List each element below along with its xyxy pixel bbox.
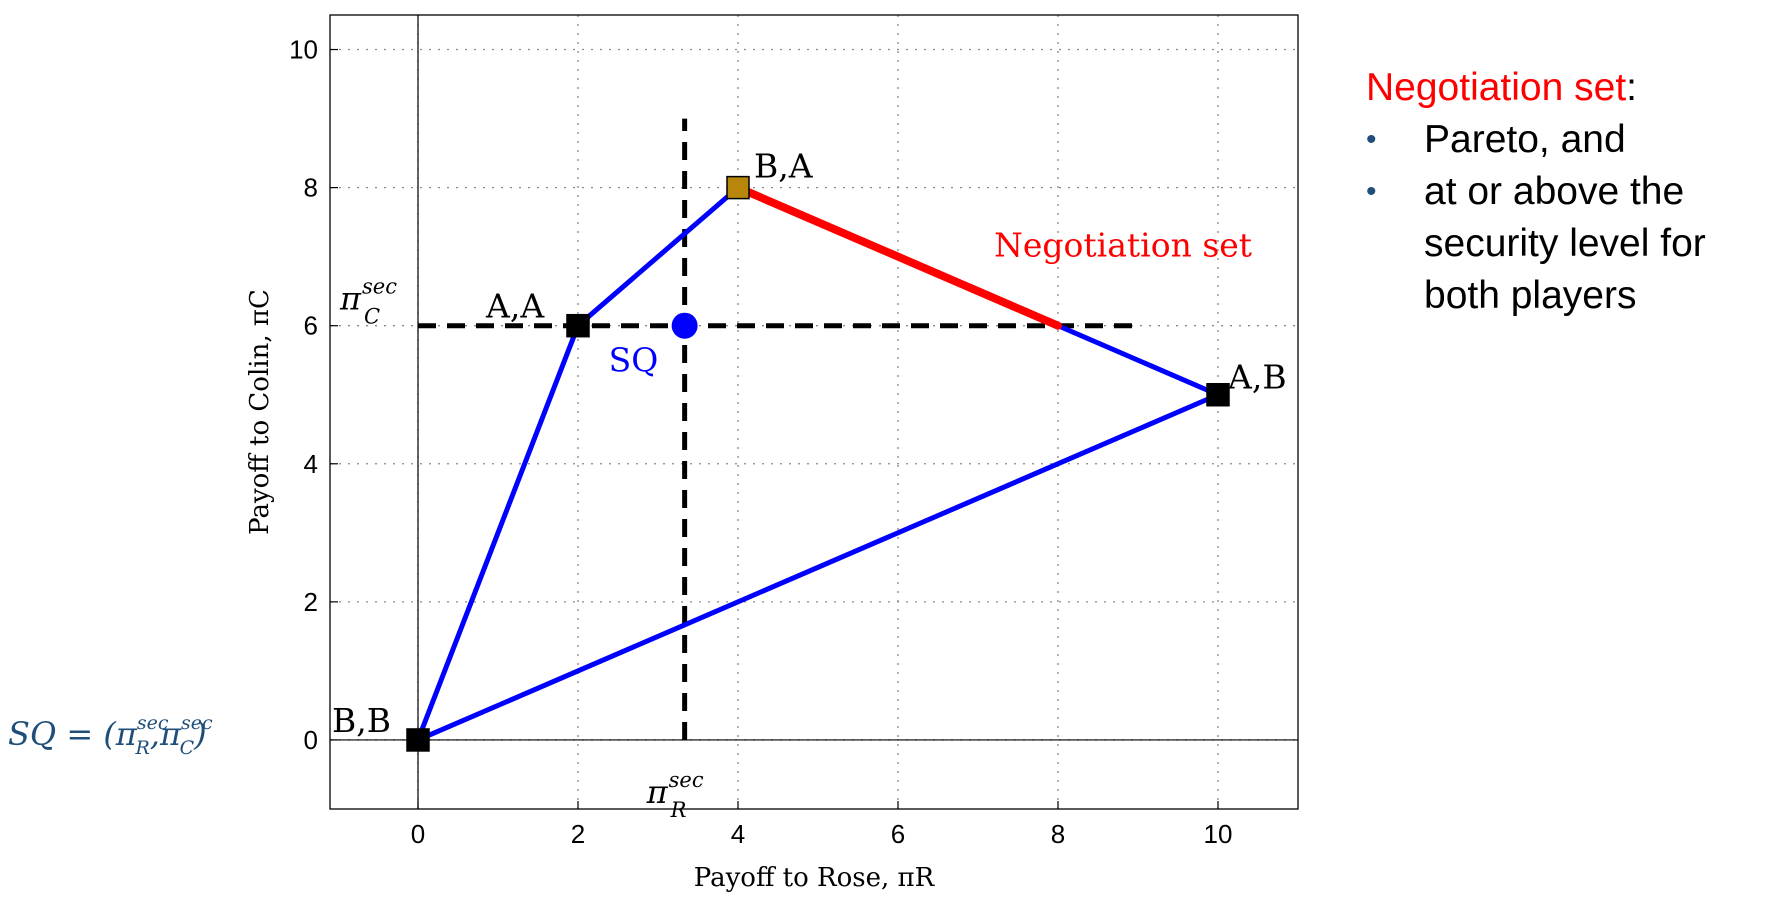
outcome-point [566, 313, 590, 338]
x-tick-label: 6 [891, 819, 905, 849]
definition-title: Negotiation set: [1366, 62, 1756, 114]
pi-subscript: C [364, 305, 380, 329]
y-tick-label: 8 [304, 173, 318, 203]
y-tick-label: 4 [304, 449, 318, 479]
definition-item-pareto: • Pareto, and [1366, 114, 1756, 166]
pi-symbol: π [339, 280, 362, 318]
outcome-point-label: B,A [754, 147, 814, 186]
rose-security-level-label: π sec R [646, 768, 704, 822]
pi-symbol: π [646, 773, 669, 811]
x-axis-label: Payoff to Rose, πR [694, 863, 936, 893]
plot-frame [329, 14, 1299, 810]
formula-c-sub: C [179, 737, 195, 759]
negotiation-set-segment [734, 183, 1062, 330]
outcome-points [406, 175, 1230, 752]
x-tick-labels: 0 2 4 6 8 10 Payoff to Rose, πR [411, 801, 1233, 893]
zero-axis-lines [330, 15, 1298, 809]
definition-item-label: Pareto, and [1424, 118, 1626, 161]
definition-list: • Pareto, and • at or above the security l… [1366, 114, 1756, 322]
status-quo-label: SQ [609, 341, 659, 380]
bullet-icon: • [1366, 123, 1377, 156]
x-tick-label: 2 [571, 819, 585, 849]
formula-c-sup: sec [180, 712, 213, 734]
outcome-point [406, 728, 430, 752]
colin-security-level-label: π sec C [339, 275, 397, 329]
y-axis-label: Payoff to Colin, πC [245, 289, 275, 535]
grid-layer [330, 15, 1298, 809]
negotiation-set-label: Negotiation set [994, 226, 1252, 265]
definition-title-colon: : [1626, 66, 1638, 109]
formula-right: ) [194, 715, 207, 753]
x-tick-label: 0 [411, 819, 425, 849]
definition-item-security: • at or above the security level for both… [1366, 166, 1756, 322]
y-tick-label: 0 [304, 725, 318, 755]
y-tick-labels: 0 2 4 6 8 10 Payoff to Colin, πC [245, 35, 338, 755]
pi-subscript: R [670, 798, 687, 822]
outcome-point [726, 175, 750, 200]
definition-title-red: Negotiation set [1366, 66, 1627, 109]
x-tick-label: 8 [1051, 819, 1065, 849]
formula-r-sub: R [135, 737, 150, 759]
security-level-lines [418, 118, 1138, 740]
outcome-point [1206, 382, 1230, 407]
status-quo-point [671, 312, 698, 339]
y-tick-label: 10 [289, 35, 318, 65]
x-tick-label: 4 [731, 819, 745, 849]
formula-mid: ,π [149, 715, 181, 753]
definition-item-label: at or above the security level for both … [1424, 170, 1706, 317]
y-tick-label: 2 [304, 587, 318, 617]
negotiation-set-line [734, 183, 1062, 330]
outcome-point-label: B,B [332, 701, 391, 740]
y-tick-label: 6 [304, 311, 318, 341]
outcome-point-label: A,B [1227, 358, 1287, 397]
formula-r-sup: sec [136, 712, 169, 734]
x-tick-label: 10 [1204, 819, 1233, 849]
formula-left: SQ = (π [8, 715, 137, 753]
outcome-point-label: A,A [485, 287, 545, 326]
status-quo-formula: SQ = (πsecR,πsecC) [8, 712, 213, 759]
pi-superscript: sec [669, 768, 704, 792]
negotiation-set-definition: Negotiation set: • Pareto, and • at or abo… [1366, 62, 1756, 322]
bullet-icon: • [1366, 175, 1377, 208]
pi-superscript: sec [362, 275, 397, 299]
